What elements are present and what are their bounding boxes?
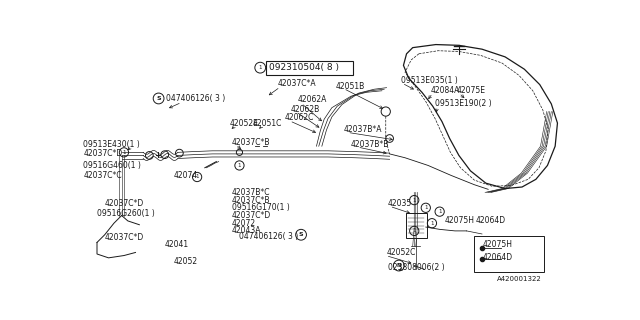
Text: 42037C*C: 42037C*C [83,171,122,180]
Text: 42037C*B: 42037C*B [232,138,270,147]
Text: 1: 1 [430,221,434,226]
Text: 42075H: 42075H [483,240,513,249]
Text: N: N [397,263,401,268]
Text: 1: 1 [413,197,416,203]
Text: 09513E430(1 ): 09513E430(1 ) [83,140,140,149]
Text: 42037B*A: 42037B*A [344,125,382,134]
Text: 42037C*D: 42037C*D [105,233,144,242]
Circle shape [175,149,183,157]
Text: 42074: 42074 [174,171,198,180]
Text: 1: 1 [413,228,416,233]
Text: 42084A: 42084A [431,86,460,95]
Text: 42052: 42052 [174,257,198,266]
Text: 047406126( 3 ): 047406126( 3 ) [166,94,225,103]
Text: 09513E190(2 ): 09513E190(2 ) [435,99,492,108]
Text: 023808006(2 ): 023808006(2 ) [388,263,445,272]
Text: 42051C: 42051C [253,119,282,128]
Text: 09516G170(1 ): 09516G170(1 ) [232,203,289,212]
Text: 42062B: 42062B [291,105,320,114]
FancyBboxPatch shape [474,236,545,273]
Text: 42037C*A: 42037C*A [278,78,317,88]
Text: 09516G460(1 ): 09516G460(1 ) [83,161,141,170]
Text: 1: 1 [424,205,428,210]
Circle shape [236,149,243,156]
Text: 42035: 42035 [388,199,412,208]
Text: 42043A: 42043A [232,227,261,236]
Text: 092310504( 8 ): 092310504( 8 ) [269,63,339,72]
Text: 42037C*B: 42037C*B [232,196,270,204]
Text: 42062A: 42062A [297,95,326,105]
Text: 42075E: 42075E [456,86,486,95]
Text: 1: 1 [237,163,241,168]
Text: 42064D: 42064D [483,252,513,261]
Text: 42052C: 42052C [387,248,416,257]
FancyBboxPatch shape [406,213,427,238]
Text: 42037B*B: 42037B*B [351,140,390,149]
Text: S: S [156,96,161,101]
Text: 42064D: 42064D [476,216,506,225]
Text: 42037B*C: 42037B*C [232,188,270,197]
Text: 1: 1 [438,209,442,214]
Text: 1: 1 [195,174,199,180]
Text: A420001322: A420001322 [497,276,542,282]
Text: 42051B: 42051B [336,82,365,91]
FancyBboxPatch shape [266,61,353,75]
Text: 42062C: 42062C [285,113,314,122]
Text: 047406126( 3 ): 047406126( 3 ) [239,232,299,241]
Circle shape [145,152,153,159]
Circle shape [386,135,394,142]
Text: 42072: 42072 [232,219,256,228]
Text: 42037C*D: 42037C*D [105,199,144,208]
Circle shape [161,151,168,158]
Text: 42041: 42041 [164,240,189,249]
Text: 42075H: 42075H [445,216,475,225]
Text: S: S [299,232,303,237]
Text: 42037C*D: 42037C*D [232,211,271,220]
Text: 42037C*D: 42037C*D [83,149,122,158]
Text: 42052E: 42052E [230,119,259,128]
Text: 1: 1 [259,65,262,70]
Text: 09513E035(1 ): 09513E035(1 ) [401,76,458,85]
Text: 09516G260(1 ): 09516G260(1 ) [97,210,155,219]
Text: 1: 1 [122,150,125,155]
